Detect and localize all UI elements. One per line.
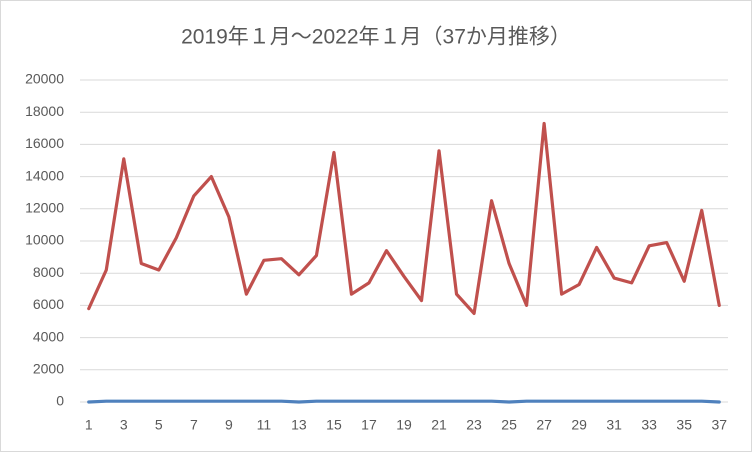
x-tick-label: 33 <box>641 417 657 433</box>
y-tick-label: 18000 <box>25 103 64 119</box>
x-tick-label: 19 <box>396 417 412 433</box>
y-tick-label: 16000 <box>25 135 64 151</box>
x-tick-label: 1 <box>85 417 93 433</box>
x-tick-label: 21 <box>431 417 447 433</box>
y-tick-label: 12000 <box>25 200 64 216</box>
y-tick-label: 0 <box>56 393 64 409</box>
x-tick-label: 25 <box>501 417 517 433</box>
x-tick-label: 27 <box>536 417 552 433</box>
y-tick-label: 6000 <box>33 296 64 312</box>
y-tick-label: 20000 <box>25 71 64 87</box>
x-tick-label: 7 <box>190 417 198 433</box>
x-tick-label: 9 <box>225 417 233 433</box>
data-line <box>87 121 721 316</box>
y-tick-label: 14000 <box>25 167 64 183</box>
x-tick-label: 31 <box>606 417 622 433</box>
x-tick-label: 3 <box>120 417 128 433</box>
chart-title: 2019年１月～2022年１月（37か月推移） <box>181 26 571 49</box>
x-tick-label: 5 <box>155 417 163 433</box>
data-line <box>87 399 721 404</box>
x-tick-label: 35 <box>676 417 692 433</box>
x-tick-label: 15 <box>326 417 342 433</box>
y-tick-label: 2000 <box>33 361 64 377</box>
y-tick-label: 10000 <box>25 232 64 248</box>
x-tick-label: 11 <box>257 417 272 433</box>
x-tick-label: 23 <box>466 417 482 433</box>
y-tick-label: 8000 <box>33 264 64 280</box>
y-tick-label: 4000 <box>33 328 64 344</box>
x-tick-label: 13 <box>291 417 307 433</box>
x-tick-label: 29 <box>571 417 587 433</box>
x-tick-label: 37 <box>711 417 727 433</box>
x-tick-label: 17 <box>361 417 377 433</box>
